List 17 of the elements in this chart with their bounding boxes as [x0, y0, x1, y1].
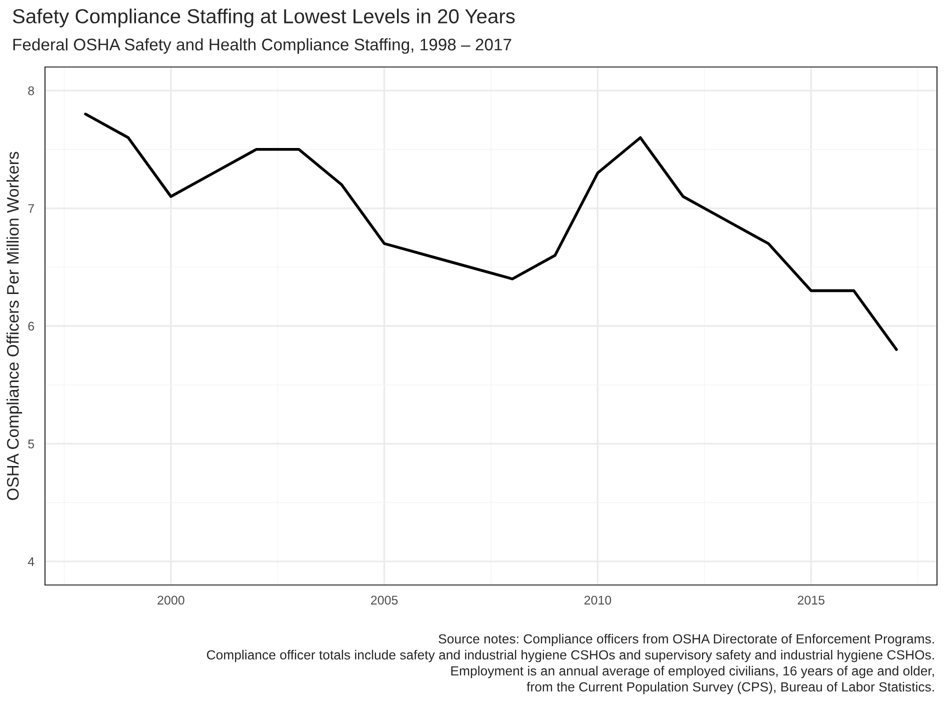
- text: from the Current Population Survey (CPS), Bureau of Labor Statistics.: [526, 682, 934, 694]
- x-tick-label: 2015: [798, 596, 824, 605]
- line-series: [84, 112, 898, 351]
- text: Compliance officer totals include safety and industrial hygiene CSHOs and supervisory safety and industrial hygiene CSHOs.: [206, 650, 934, 662]
- x-tick-label: 2000: [158, 596, 184, 605]
- y-tick-label: 4: [28, 557, 34, 566]
- source-note: Source notes: Compliance officers from OSHA Directorate of Enforcement Programs.: [438, 634, 934, 646]
- chart-subtitle: Federal OSHA Safety and Health Compliance Staffing, 1998 – 2017: [13, 38, 512, 54]
- y-tick-label: 5: [28, 440, 34, 448]
- y-tick-label: 8: [28, 86, 34, 96]
- text: Employment is an annual average of employed civilians, 16 years of age and older,: [451, 666, 934, 678]
- y-tick-label: 7: [28, 204, 34, 213]
- chart-title: Safety Compliance Staffing at Lowest Levels in 20 Years: [12, 8, 515, 28]
- y-tick-label: 6: [28, 322, 34, 331]
- x-tick-label: 2005: [371, 596, 398, 605]
- x-tick-label: 2010: [584, 596, 612, 605]
- y-axis-title: OSHA Compliance Officers Per Million Workers: [6, 152, 22, 500]
